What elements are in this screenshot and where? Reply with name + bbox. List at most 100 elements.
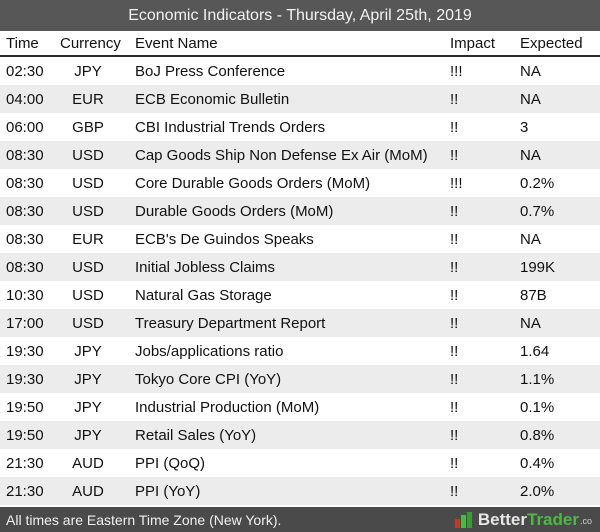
cell-impact: !! — [450, 482, 459, 500]
cell-impact: !! — [450, 314, 459, 332]
cell-time: 08:30 — [6, 146, 44, 164]
cell-expected: NA — [520, 90, 541, 108]
cell-expected: NA — [520, 314, 541, 332]
cell-event: PPI (YoY) — [135, 482, 201, 500]
calendar-title-bar: Economic Indicators - Thursday, April 25… — [0, 0, 600, 31]
cell-currency: GBP — [72, 118, 104, 136]
cell-time: 19:50 — [6, 426, 44, 444]
cell-event: Tokyo Core CPI (YoY) — [135, 370, 282, 388]
cell-time: 02:30 — [6, 62, 44, 80]
cell-currency: USD — [72, 146, 104, 164]
cell-impact: !! — [450, 426, 459, 444]
table-row: 02:30 JPY BoJ Press Conference!!! NA — [0, 57, 600, 85]
cell-expected: 1.1% — [520, 370, 555, 388]
footer-bar: All times are Eastern Time Zone (New Yor… — [0, 507, 600, 532]
cell-event: BoJ Press Conference — [135, 62, 286, 80]
cell-impact: !! — [450, 342, 459, 360]
cell-time: 06:00 — [6, 118, 44, 136]
cell-expected: NA — [520, 230, 541, 248]
cell-impact: !! — [450, 258, 459, 276]
cell-impact: !! — [450, 90, 459, 108]
column-header-time: Time — [6, 34, 39, 52]
column-header-event: Event Name — [135, 34, 218, 52]
cell-event: Initial Jobless Claims — [135, 258, 276, 276]
cell-impact: !! — [450, 146, 459, 164]
cell-expected: 87B — [520, 286, 547, 304]
table-row: 08:30 EUR ECB's De Guindos Speaks!! NA — [0, 225, 600, 253]
table-row: 06:00 GBP CBI Industrial Trends Orders!! 3 — [0, 113, 600, 141]
cell-time: 04:00 — [6, 90, 44, 108]
cell-event: Durable Goods Orders (MoM) — [135, 202, 334, 220]
table-row: 19:30 JPY Jobs/applications ratio!! 1.64 — [0, 337, 600, 365]
cell-expected: NA — [520, 146, 541, 164]
cell-currency: JPY — [74, 342, 102, 360]
cell-expected: 0.8% — [520, 426, 555, 444]
cell-currency: USD — [72, 258, 104, 276]
cell-expected: 0.4% — [520, 454, 555, 472]
cell-impact: !! — [450, 286, 459, 304]
cell-event: Industrial Production (MoM) — [135, 398, 320, 416]
table-row: 21:30 AUD PPI (YoY)!! 2.0% — [0, 477, 600, 505]
cell-event: Cap Goods Ship Non Defense Ex Air (MoM) — [135, 146, 428, 164]
table-row: 17:00 USD Treasury Department Report!! NA — [0, 309, 600, 337]
cell-event: Jobs/applications ratio — [135, 342, 284, 360]
cell-expected: 1.64 — [520, 342, 550, 360]
column-header-impact: Impact — [450, 34, 496, 52]
table-body: 02:30 JPY BoJ Press Conference!!! NA 04:00 EU… — [0, 57, 600, 505]
cell-time: 10:30 — [6, 286, 44, 304]
cell-expected: 0.1% — [520, 398, 555, 416]
cell-expected: 0.2% — [520, 174, 555, 192]
brand-text-better: Better — [477, 509, 527, 529]
cell-impact: !!! — [450, 174, 463, 192]
cell-event: Treasury Department Report — [135, 314, 326, 332]
table-row: 04:00 EUR ECB Economic Bulletin!! NA — [0, 85, 600, 113]
cell-event: ECB Economic Bulletin — [135, 90, 290, 108]
table-row: 19:30 JPY Tokyo Core CPI (YoY)!! 1.1% — [0, 365, 600, 393]
cell-expected: NA — [520, 62, 541, 80]
cell-event: Natural Gas Storage — [135, 286, 272, 304]
cell-currency: AUD — [72, 482, 104, 500]
cell-impact: !! — [450, 118, 459, 136]
cell-time: 08:30 — [6, 230, 44, 248]
cell-expected: 199K — [520, 258, 556, 276]
cell-currency: USD — [72, 286, 104, 304]
cell-time: 19:50 — [6, 398, 44, 416]
brand-logo: Better Trader .co — [454, 507, 592, 532]
cell-currency: EUR — [72, 230, 104, 248]
cell-event: Core Durable Goods Orders (MoM) — [135, 174, 371, 192]
cell-expected: 3 — [520, 118, 529, 136]
bettertrader-logo-icon — [454, 511, 472, 528]
cell-impact: !! — [450, 202, 459, 220]
cell-currency: USD — [72, 314, 104, 332]
table-row: 21:30 AUD PPI (QoQ)!! 0.4% — [0, 449, 600, 477]
cell-event: ECB's De Guindos Speaks — [135, 230, 314, 248]
table-header: Time Currency Event Name Impact Expected — [0, 31, 600, 57]
brand-text-domain: .co — [579, 516, 592, 526]
cell-currency: EUR — [72, 90, 104, 108]
cell-time: 08:30 — [6, 202, 44, 220]
cell-currency: USD — [72, 202, 104, 220]
brand-text-trader: Trader — [527, 509, 579, 529]
cell-time: 19:30 — [6, 370, 44, 388]
cell-time: 08:30 — [6, 174, 44, 192]
cell-impact: !! — [450, 454, 459, 472]
cell-event: Retail Sales (YoY) — [135, 426, 257, 444]
table-row: 08:30 USD Cap Goods Ship Non Defense Ex Ai… — [0, 141, 600, 169]
cell-time: 17:00 — [6, 314, 44, 332]
cell-impact: !! — [450, 370, 459, 388]
timezone-note: All times are Eastern Time Zone (New Yor… — [6, 511, 282, 528]
cell-expected: 0.7% — [520, 202, 555, 220]
cell-time: 21:30 — [6, 454, 44, 472]
column-header-expected: Expected — [520, 34, 583, 52]
table-row: 10:30 USD Natural Gas Storage!! 87B — [0, 281, 600, 309]
table-row: 08:30 USD Initial Jobless Claims!! 199K — [0, 253, 600, 281]
table-row: 19:50 JPY Industrial Production (MoM)!! 0.1… — [0, 393, 600, 421]
cell-time: 21:30 — [6, 482, 44, 500]
table-row: 19:50 JPY Retail Sales (YoY)!! 0.8% — [0, 421, 600, 449]
cell-expected: 2.0% — [520, 482, 555, 500]
cell-currency: JPY — [74, 370, 102, 388]
table-row: 08:30 USD Durable Goods Orders (MoM)!! 0.7% — [0, 197, 600, 225]
column-header-currency: Currency — [60, 34, 121, 52]
cell-currency: AUD — [72, 454, 104, 472]
